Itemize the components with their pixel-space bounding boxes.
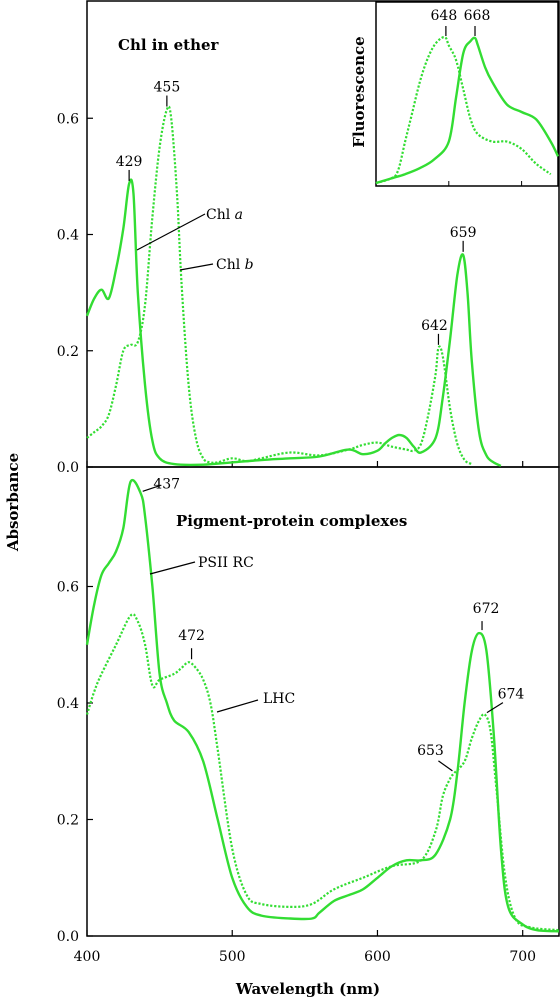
bottom-ytick-label: 0.0 bbox=[57, 929, 79, 945]
bottom-panel-title: Pigment-protein complexes bbox=[176, 512, 407, 530]
top-peak-label: 659 bbox=[450, 225, 477, 241]
lhc-leader bbox=[216, 699, 259, 713]
peak-annotations: 429 455 642 659 648 668 437 472 653 672 674 bbox=[116, 8, 525, 772]
bottom-ytick-label: 0.6 bbox=[57, 580, 79, 596]
bottom-peak-leader bbox=[438, 760, 453, 772]
inset-series-chl-b bbox=[375, 36, 552, 185]
top-ytick-label: 0.4 bbox=[57, 228, 79, 244]
chl-a-leader bbox=[136, 213, 206, 251]
bottom-series-lhc bbox=[85, 613, 560, 932]
bottom-peak-label: 672 bbox=[473, 601, 500, 617]
psii-rc-label: PSII RC bbox=[198, 555, 254, 571]
bottom-series-psii-rc bbox=[85, 479, 560, 933]
bottom-peak-label: 653 bbox=[417, 743, 444, 759]
inset-ylabel: Fluorescence bbox=[350, 36, 368, 147]
bottom-peak-label: 674 bbox=[498, 687, 525, 703]
bottom-xtick-label: 400 bbox=[74, 949, 101, 965]
top-ytick-label: 0.6 bbox=[57, 111, 79, 127]
inset-peak-label: 648 bbox=[431, 8, 458, 24]
top-ytick-label: 0.0 bbox=[57, 460, 79, 476]
top-peak-label: 429 bbox=[116, 154, 143, 170]
inset-peak-label: 668 bbox=[464, 8, 491, 24]
bottom-peak-label: 472 bbox=[178, 628, 205, 644]
bottom-peak-leader bbox=[486, 702, 504, 714]
curves bbox=[85, 36, 560, 933]
top-panel-title: Chl in ether bbox=[118, 36, 220, 54]
bottom-xtick-label: 500 bbox=[219, 949, 246, 965]
psii-rc-leader bbox=[149, 561, 196, 575]
y-axis-label: Absorbance bbox=[4, 453, 22, 552]
bottom-peak-label: 437 bbox=[153, 476, 180, 492]
top-peak-label: 642 bbox=[421, 318, 448, 334]
top-series-chl-a bbox=[85, 178, 502, 467]
chl-b-label: Chl b bbox=[216, 257, 254, 273]
bottom-panel-frame bbox=[86, 466, 560, 937]
axis-ticks: 0.0 0.2 0.4 0.6 0.0 0.2 0.4 0.6 400 500 600 700 bbox=[57, 111, 536, 965]
chl-a-label: Chl a bbox=[206, 207, 243, 223]
bottom-ytick-label: 0.4 bbox=[57, 696, 79, 712]
fluorescence-inset-frame bbox=[375, 1, 559, 187]
top-ytick-label: 0.2 bbox=[57, 344, 79, 360]
top-series-chl-b bbox=[86, 105, 473, 466]
bottom-ytick-label: 0.2 bbox=[57, 813, 79, 829]
top-peak-label: 455 bbox=[154, 80, 181, 96]
x-axis-label: Wavelength (nm) bbox=[235, 980, 380, 998]
bottom-xtick-label: 600 bbox=[364, 949, 391, 965]
bottom-xtick-label: 700 bbox=[509, 949, 536, 965]
lhc-label: LHC bbox=[263, 691, 295, 707]
chl-b-leader bbox=[179, 263, 214, 271]
inset-series-chl-a bbox=[375, 36, 560, 185]
bottom-peak-leader bbox=[142, 484, 161, 492]
